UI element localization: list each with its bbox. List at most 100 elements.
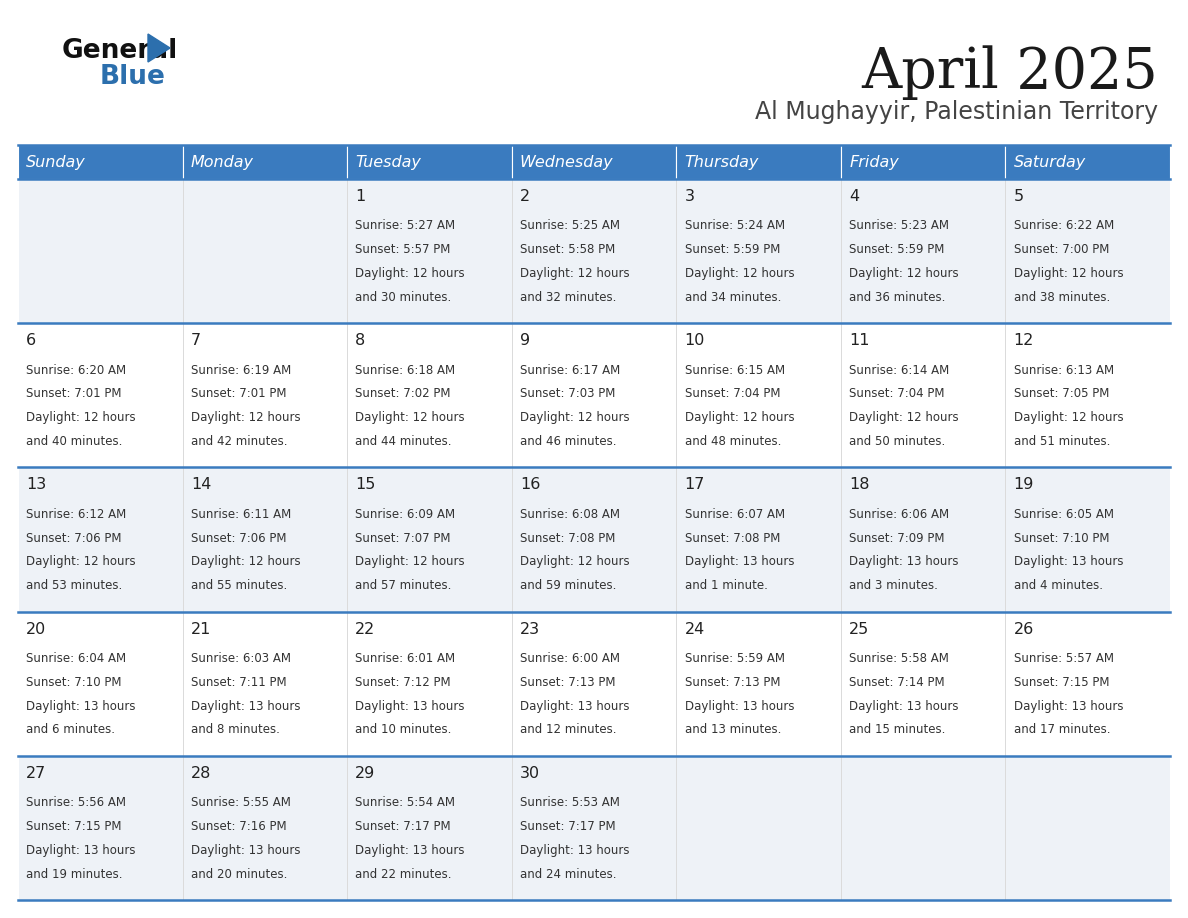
Bar (676, 323, 841, 467)
Text: Sunset: 7:02 PM: Sunset: 7:02 PM (355, 387, 451, 400)
Text: and 22 minutes.: and 22 minutes. (355, 868, 451, 880)
Text: Daylight: 13 hours: Daylight: 13 hours (684, 555, 794, 568)
Text: Daylight: 13 hours: Daylight: 13 hours (1013, 700, 1123, 712)
Bar (1005, 179, 1170, 323)
Text: Sunrise: 5:59 AM: Sunrise: 5:59 AM (684, 652, 784, 665)
Text: Sunset: 7:15 PM: Sunset: 7:15 PM (26, 820, 121, 833)
Text: Al Mughayyir, Palestinian Territory: Al Mughayyir, Palestinian Territory (754, 100, 1158, 124)
Text: Sunset: 7:10 PM: Sunset: 7:10 PM (26, 676, 121, 688)
Text: 26: 26 (1013, 621, 1034, 637)
Bar (676, 756, 841, 900)
Bar (18, 145, 183, 179)
Text: and 57 minutes.: and 57 minutes. (355, 579, 451, 592)
Text: Daylight: 13 hours: Daylight: 13 hours (849, 555, 959, 568)
Text: Sunrise: 6:15 AM: Sunrise: 6:15 AM (684, 364, 784, 376)
Bar (347, 467, 512, 611)
Text: Sunrise: 6:17 AM: Sunrise: 6:17 AM (520, 364, 620, 376)
Text: Daylight: 12 hours: Daylight: 12 hours (1013, 411, 1124, 424)
Bar (183, 323, 347, 467)
Text: and 8 minutes.: and 8 minutes. (191, 723, 279, 736)
Text: and 15 minutes.: and 15 minutes. (849, 723, 946, 736)
Text: Sunset: 7:13 PM: Sunset: 7:13 PM (684, 676, 781, 688)
Text: and 42 minutes.: and 42 minutes. (191, 435, 287, 448)
Text: Sunset: 7:17 PM: Sunset: 7:17 PM (520, 820, 615, 833)
Bar (183, 467, 347, 611)
Text: Sunrise: 5:27 AM: Sunrise: 5:27 AM (355, 219, 455, 232)
Text: 9: 9 (520, 333, 530, 348)
Text: Sunset: 7:15 PM: Sunset: 7:15 PM (1013, 676, 1110, 688)
Text: 23: 23 (520, 621, 541, 637)
Text: and 46 minutes.: and 46 minutes. (520, 435, 617, 448)
Bar (183, 611, 347, 756)
Bar (676, 179, 841, 323)
Text: Daylight: 12 hours: Daylight: 12 hours (849, 267, 959, 280)
Text: Sunset: 7:10 PM: Sunset: 7:10 PM (1013, 532, 1110, 544)
Text: Sunrise: 6:14 AM: Sunrise: 6:14 AM (849, 364, 949, 376)
Text: 30: 30 (520, 766, 541, 781)
Bar (347, 145, 512, 179)
Text: 4: 4 (849, 189, 859, 204)
Text: Sunrise: 6:08 AM: Sunrise: 6:08 AM (520, 508, 620, 521)
Text: Daylight: 13 hours: Daylight: 13 hours (684, 700, 794, 712)
Text: Sunrise: 6:11 AM: Sunrise: 6:11 AM (191, 508, 291, 521)
Text: 22: 22 (355, 621, 375, 637)
Text: Sunset: 7:08 PM: Sunset: 7:08 PM (684, 532, 779, 544)
Text: Sunset: 7:09 PM: Sunset: 7:09 PM (849, 532, 944, 544)
Text: and 38 minutes.: and 38 minutes. (1013, 291, 1110, 304)
Text: 12: 12 (1013, 333, 1034, 348)
Text: Sunrise: 5:24 AM: Sunrise: 5:24 AM (684, 219, 784, 232)
Bar (1005, 467, 1170, 611)
Text: Daylight: 13 hours: Daylight: 13 hours (26, 700, 135, 712)
Text: April 2025: April 2025 (861, 45, 1158, 100)
Text: and 24 minutes.: and 24 minutes. (520, 868, 617, 880)
Text: Daylight: 12 hours: Daylight: 12 hours (191, 411, 301, 424)
Text: Sunrise: 5:56 AM: Sunrise: 5:56 AM (26, 796, 126, 809)
Text: Sunset: 5:59 PM: Sunset: 5:59 PM (684, 243, 779, 256)
Text: Sunday: Sunday (26, 154, 86, 170)
Text: Sunrise: 6:19 AM: Sunrise: 6:19 AM (191, 364, 291, 376)
Bar (18, 323, 183, 467)
Text: and 12 minutes.: and 12 minutes. (520, 723, 617, 736)
Bar (183, 756, 347, 900)
Text: Sunrise: 6:18 AM: Sunrise: 6:18 AM (355, 364, 455, 376)
Text: and 6 minutes.: and 6 minutes. (26, 723, 115, 736)
Text: 17: 17 (684, 477, 704, 492)
Text: 19: 19 (1013, 477, 1034, 492)
Text: 21: 21 (191, 621, 211, 637)
Text: Sunrise: 6:09 AM: Sunrise: 6:09 AM (355, 508, 455, 521)
Bar (676, 145, 841, 179)
Text: Daylight: 12 hours: Daylight: 12 hours (684, 267, 794, 280)
Text: Sunrise: 6:04 AM: Sunrise: 6:04 AM (26, 652, 126, 665)
Text: and 50 minutes.: and 50 minutes. (849, 435, 946, 448)
Text: Thursday: Thursday (684, 154, 759, 170)
Text: 24: 24 (684, 621, 704, 637)
Text: and 36 minutes.: and 36 minutes. (849, 291, 946, 304)
Bar (347, 611, 512, 756)
Text: Sunrise: 6:05 AM: Sunrise: 6:05 AM (1013, 508, 1113, 521)
Text: Daylight: 13 hours: Daylight: 13 hours (191, 844, 301, 856)
Bar (512, 467, 676, 611)
Text: 13: 13 (26, 477, 46, 492)
Polygon shape (148, 34, 170, 62)
Text: Daylight: 13 hours: Daylight: 13 hours (355, 844, 465, 856)
Bar (841, 756, 1005, 900)
Bar (18, 756, 183, 900)
Text: Daylight: 13 hours: Daylight: 13 hours (849, 700, 959, 712)
Text: Daylight: 12 hours: Daylight: 12 hours (520, 411, 630, 424)
Text: and 20 minutes.: and 20 minutes. (191, 868, 287, 880)
Text: and 30 minutes.: and 30 minutes. (355, 291, 451, 304)
Text: Daylight: 12 hours: Daylight: 12 hours (355, 411, 465, 424)
Text: General: General (62, 38, 178, 64)
Text: Sunset: 7:06 PM: Sunset: 7:06 PM (26, 532, 121, 544)
Text: Daylight: 12 hours: Daylight: 12 hours (684, 411, 794, 424)
Text: Sunrise: 5:55 AM: Sunrise: 5:55 AM (191, 796, 291, 809)
Text: 7: 7 (191, 333, 201, 348)
Text: Sunset: 5:59 PM: Sunset: 5:59 PM (849, 243, 944, 256)
Text: and 13 minutes.: and 13 minutes. (684, 723, 781, 736)
Text: 28: 28 (191, 766, 211, 781)
Text: 15: 15 (355, 477, 375, 492)
Text: Daylight: 12 hours: Daylight: 12 hours (520, 555, 630, 568)
Bar (512, 145, 676, 179)
Text: Daylight: 13 hours: Daylight: 13 hours (1013, 555, 1123, 568)
Text: 6: 6 (26, 333, 37, 348)
